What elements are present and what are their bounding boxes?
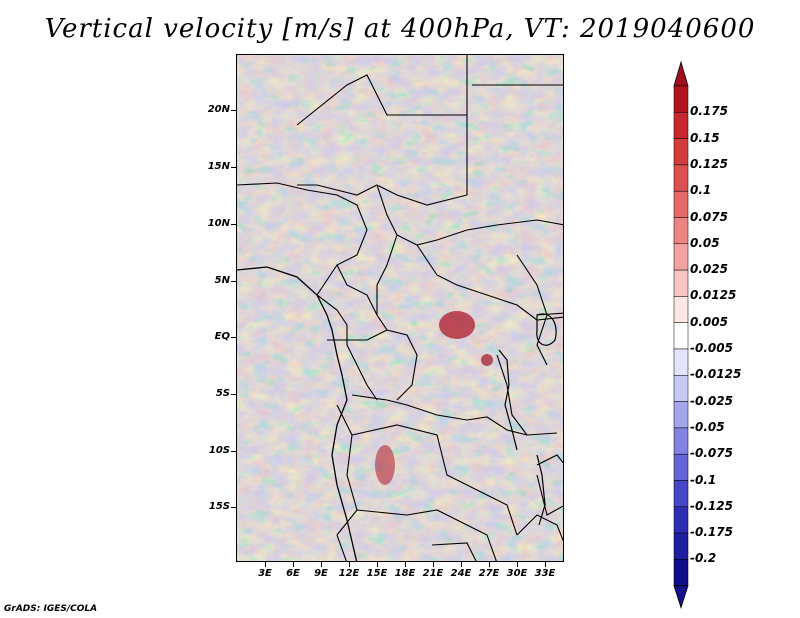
colorbar-swatch (673, 532, 689, 560)
lon-label: 12E (338, 568, 360, 579)
convective-core (375, 445, 395, 485)
lon-tick (405, 562, 406, 567)
lon-tick (377, 562, 378, 567)
lon-label: 27E (478, 568, 500, 579)
lon-tick (433, 562, 434, 567)
colorbar-swatch (673, 401, 689, 429)
colorbar-tick-label: 0.1 (690, 183, 712, 198)
lon-tick (517, 562, 518, 567)
footer-credit: GrADS: IGES/COLA (4, 604, 98, 614)
lon-tick (293, 562, 294, 567)
plot-title: Vertical velocity [m/s] at 400hPa, VT: 2… (44, 14, 756, 44)
lat-label: 20N (207, 104, 230, 115)
colorbar-swatch (673, 506, 689, 534)
coastline (237, 266, 358, 561)
lake-victoria (536, 313, 557, 346)
colorbar-swatch (673, 164, 689, 192)
colorbar-swatch (673, 190, 689, 218)
colorbar-tick-label: -0.075 (690, 446, 733, 461)
colorbar-swatch (673, 85, 689, 113)
lat-label: 15N (207, 161, 230, 172)
lat-label: 5N (214, 275, 230, 286)
colorbar-swatch (673, 453, 689, 481)
colorbar-tick-label: 0.175 (690, 104, 728, 119)
convective-core (439, 311, 475, 339)
lon-tick (265, 562, 266, 567)
lon-tick (545, 562, 546, 567)
lat-tick (231, 507, 236, 508)
colorbar-swatch (673, 217, 689, 245)
colorbar-swatch (673, 348, 689, 376)
lon-label: 9E (314, 568, 328, 579)
colorbar-tick-label: -0.05 (690, 419, 725, 434)
lon-label: 6E (286, 568, 300, 579)
colorbar-tick-label: -0.005 (690, 341, 733, 355)
colorbar-tick-label: -0.0125 (690, 367, 742, 382)
colorbar (673, 60, 689, 610)
colorbar-swatch (673, 243, 689, 271)
colorbar-swatch (673, 112, 689, 139)
colorbar-tick-label: -0.025 (690, 393, 733, 408)
lon-label: 18E (394, 568, 416, 579)
lon-tick (321, 562, 322, 567)
colorbar-swatch (673, 427, 689, 455)
lat-label: EQ (214, 331, 230, 342)
lat-tick (231, 224, 236, 225)
convective-core (481, 354, 493, 366)
lon-label: 15E (366, 568, 388, 579)
map-panel (236, 54, 564, 562)
lat-label: 15S (208, 501, 230, 512)
colorbar-swatch (673, 559, 689, 586)
colorbar-tick-label: -0.125 (690, 498, 733, 513)
lat-tick (231, 167, 236, 168)
lon-label: 3E (258, 568, 272, 579)
colorbar-tick-label: 0.075 (690, 209, 728, 224)
lat-tick (231, 451, 236, 452)
colorbar-swatch (673, 375, 689, 402)
colorbar-tick-label: 0.025 (690, 262, 728, 277)
colorbar-tick-label: 0.05 (690, 235, 720, 250)
lat-label: 10S (208, 445, 230, 456)
colorbar-swatch (673, 480, 689, 508)
lon-label: 30E (506, 568, 528, 579)
lon-tick (461, 562, 462, 567)
colorbar-top-arrow (673, 60, 689, 87)
lat-tick (231, 110, 236, 111)
colorbar-tick-label: 0.005 (690, 314, 728, 329)
colorbar-tick-label: -0.175 (690, 525, 733, 540)
colorbar-tick-label: -0.1 (690, 472, 717, 487)
colorbar-tick-label: 0.15 (690, 130, 720, 145)
colorbar-swatch (673, 269, 689, 297)
field-texture (237, 55, 563, 561)
velocity-field (237, 55, 563, 561)
colorbar-swatch (673, 296, 689, 323)
lake-tanganyika (498, 349, 518, 451)
colorbar-swatch (673, 322, 689, 350)
colorbar-bottom-arrow (673, 585, 689, 610)
lat-label: 5S (215, 388, 230, 399)
lon-label: 21E (422, 568, 444, 579)
lat-tick (231, 281, 236, 282)
lon-tick (349, 562, 350, 567)
lon-label: 24E (450, 568, 472, 579)
colorbar-tick-label: 0.125 (690, 156, 728, 171)
colorbar-swatch (673, 138, 689, 166)
lat-label: 10N (207, 218, 230, 229)
lat-tick (231, 394, 236, 395)
lake-malawi (536, 454, 546, 526)
country-borders (237, 55, 563, 561)
colorbar-tick-label: 0.0125 (690, 288, 737, 303)
lat-tick (231, 337, 236, 338)
colorbar-tick-label: -0.2 (690, 551, 717, 566)
lon-tick (489, 562, 490, 567)
lon-label: 33E (534, 568, 556, 579)
